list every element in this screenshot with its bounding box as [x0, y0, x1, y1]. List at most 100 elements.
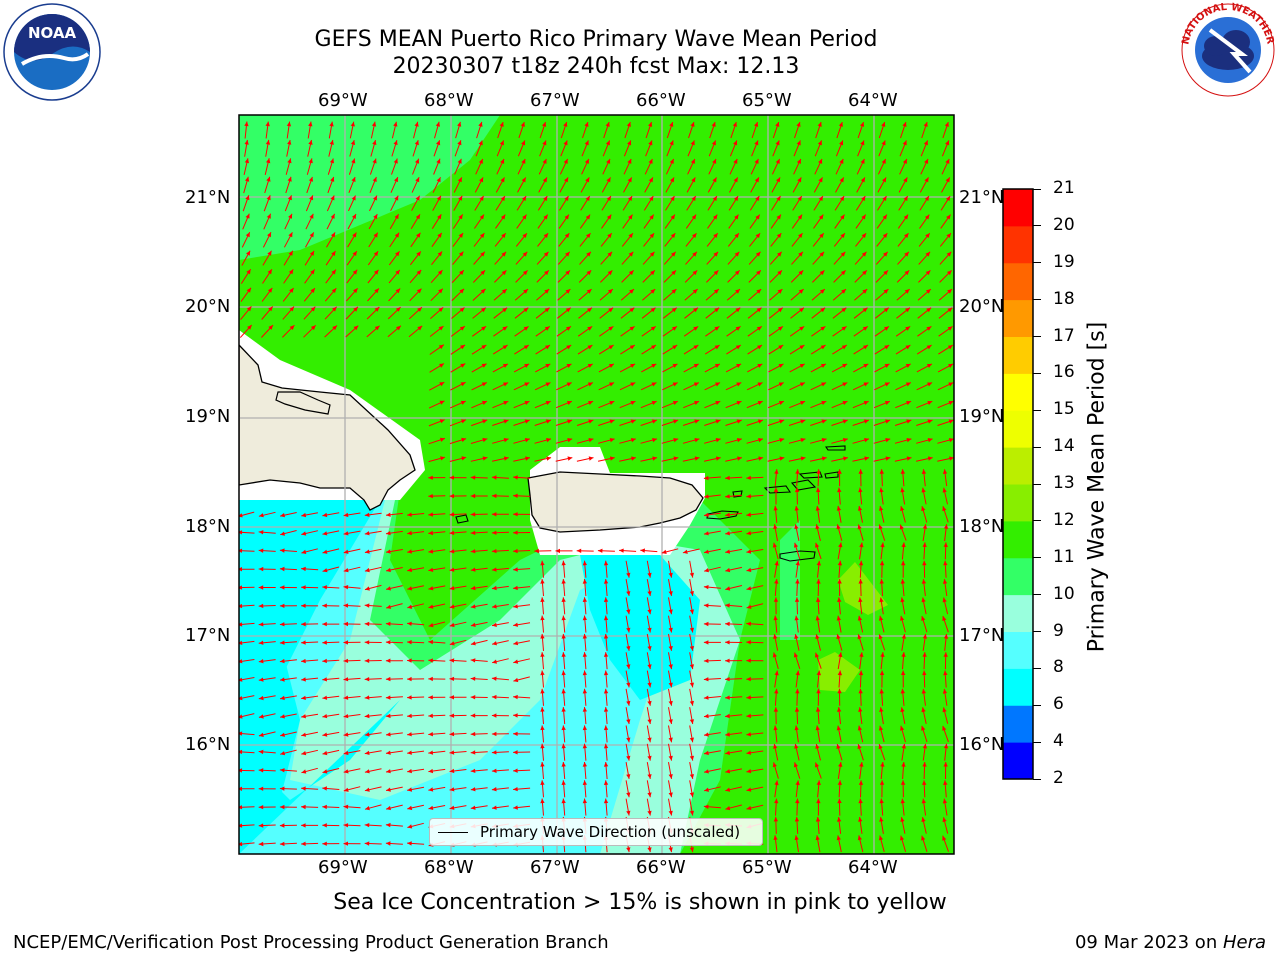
wave-direction-arrowhead [308, 140, 313, 145]
colorbar-tick-mark [1033, 741, 1041, 743]
wave-direction-arrowhead [794, 634, 799, 639]
wave-direction-arrowhead [365, 806, 370, 811]
wave-direction-arrowhead [582, 560, 587, 566]
colorbar-tick-mark [1033, 188, 1041, 190]
wave-direction-arrowhead [322, 640, 327, 645]
wave-direction-arrowhead [921, 725, 926, 731]
wave-direction-arrowhead [794, 487, 800, 493]
wave-direction-arrowhead [629, 307, 635, 313]
wave-direction-arrowhead [364, 713, 370, 719]
wave-direction-arrowhead [438, 326, 444, 331]
wave-direction-arrowhead [500, 196, 505, 201]
wave-direction-arrowhead [921, 506, 926, 512]
wave-direction-arrowhead [712, 177, 717, 183]
wave-direction-arrowhead [777, 307, 783, 313]
wave-direction-arrowhead [449, 731, 455, 737]
wave-direction-arrowhead [733, 177, 738, 183]
lat-label-left: 19°N [185, 406, 231, 427]
wave-direction-arrowhead [501, 270, 507, 276]
wave-direction-arrowhead [603, 762, 609, 767]
wave-direction-arrowhead [364, 823, 370, 828]
wave-direction-arrowhead [647, 609, 652, 615]
wave-direction-arrowhead [449, 658, 455, 663]
colorbar-band [1003, 631, 1033, 669]
wave-direction-arrowhead [343, 549, 349, 554]
wave-direction-arrowhead [821, 456, 827, 461]
wave-direction-arrowhead [689, 719, 694, 724]
wave-direction-arrowhead [585, 196, 590, 201]
wave-direction-arrowhead [470, 658, 476, 663]
wave-direction-arrowhead [861, 196, 866, 201]
wave-direction-arrowhead [756, 289, 762, 294]
wave-direction-arrowhead [513, 530, 518, 535]
wave-direction-arrowhead [840, 233, 845, 238]
wave-direction-arrowhead [901, 542, 906, 548]
wave-direction-arrowhead [879, 707, 884, 712]
wave-direction-arrowhead [945, 177, 950, 183]
wave-direction-arrowhead [280, 732, 285, 737]
wave-direction-arrowhead [746, 658, 751, 663]
wave-direction-arrowhead [689, 609, 694, 615]
wave-direction-arrowhead [859, 652, 864, 657]
wave-direction-arrowhead [795, 780, 800, 786]
wave-direction-arrowhead [329, 121, 334, 127]
wave-direction-arrowhead [651, 419, 657, 424]
wave-direction-arrowhead [279, 622, 285, 627]
wave-direction-arrowhead [725, 494, 730, 499]
wave-direction-arrowhead [672, 401, 678, 405]
wave-direction-arrowhead [385, 621, 391, 626]
wave-direction-arrowhead [364, 732, 370, 737]
wave-direction-arrowhead [513, 787, 518, 792]
lon-label-bottom: 66°W [636, 857, 686, 878]
wave-direction-arrowhead [332, 306, 337, 312]
wave-direction-arrowhead [582, 688, 587, 694]
wave-direction-arrowhead [712, 196, 717, 201]
wave-direction-arrowhead [925, 233, 930, 238]
wave-direction-arrowhead [900, 615, 905, 621]
wave-direction-arrowhead [239, 622, 243, 627]
wave-direction-arrowhead [258, 585, 264, 590]
wave-direction-arrowhead [364, 750, 370, 755]
wave-direction-arrowhead [597, 548, 603, 553]
wave-direction-arrowhead [428, 567, 434, 572]
wave-direction-arrowhead [923, 140, 928, 146]
wave-direction-arrowhead [436, 195, 441, 201]
wave-direction-arrowhead [725, 603, 730, 608]
wave-direction-arrowhead [372, 177, 377, 182]
wave-direction-arrowhead [884, 382, 890, 387]
wave-direction-arrowhead [545, 401, 551, 405]
lon-label-top: 64°W [848, 90, 898, 111]
wave-direction-arrowhead [330, 195, 335, 201]
wave-direction-arrowhead [922, 743, 928, 749]
wave-direction-arrowhead [883, 307, 889, 313]
wave-direction-arrowhead [523, 326, 529, 331]
wave-direction-arrowhead [561, 798, 566, 804]
footer-machine: Hera [1222, 932, 1266, 953]
wave-direction-arrowhead [609, 456, 615, 461]
wave-direction-arrowhead [428, 805, 434, 810]
wave-direction-arrowhead [837, 487, 842, 493]
wave-direction-arrowhead [523, 307, 529, 313]
wave-direction-arrowhead [755, 251, 761, 257]
wave-direction-arrowhead [491, 512, 497, 517]
colorbar-band [1003, 484, 1033, 522]
wave-direction-arrowhead [407, 621, 412, 626]
colorbar-tick-mark [1033, 667, 1041, 669]
wave-direction-arrowhead [773, 505, 778, 511]
wave-direction-arrowhead [279, 841, 285, 847]
wave-direction-arrowhead [566, 382, 572, 387]
wave-direction-arrowhead [480, 251, 485, 257]
wave-direction-arrowhead [470, 567, 476, 572]
wave-direction-arrowhead [943, 542, 948, 547]
wave-direction-arrowhead [540, 743, 545, 749]
wave-direction-arrowhead [540, 725, 545, 731]
wave-direction-arrowhead [491, 694, 497, 700]
wave-direction-arrowhead [672, 345, 678, 350]
wave-direction-arrowhead [563, 158, 568, 164]
wave-direction-arrowhead [239, 768, 243, 773]
wave-direction-arrowhead [351, 177, 356, 182]
lon-label-bottom: 67°W [530, 857, 580, 878]
wave-direction-arrowhead [841, 345, 847, 350]
wave-direction-arrowhead [301, 714, 306, 719]
wave-direction-arrowhead [652, 456, 658, 461]
